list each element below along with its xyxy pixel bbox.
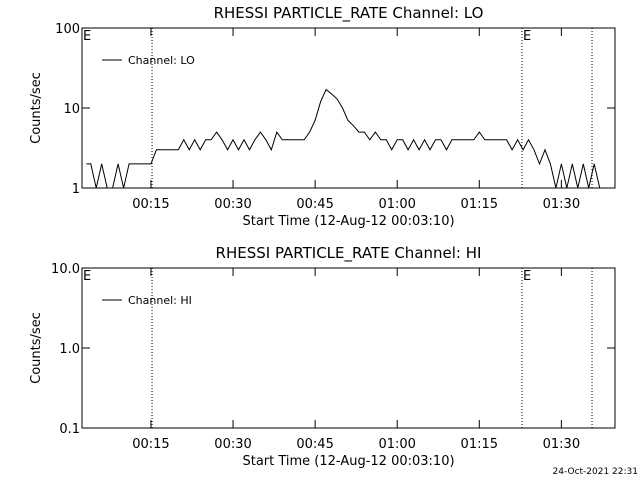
x-tick-label: 01:00 [378, 197, 415, 212]
y-tick-label: 1 [72, 182, 80, 197]
chart-title: RHESSI PARTICLE_RATE Channel: LO [214, 4, 484, 23]
x-tick-label: 00:15 [132, 437, 169, 452]
y-axis-label: Counts/sec [29, 312, 44, 384]
data-line [86, 88, 601, 188]
legend-label: Channel: HI [128, 294, 192, 307]
x-tick-label: 00:30 [214, 197, 251, 212]
x-axis-label: Start Time (12-Aug-12 00:03:10) [242, 454, 454, 469]
annotation: E [523, 269, 531, 284]
x-tick-label: 00:15 [132, 197, 169, 212]
y-tick-label: 0.1 [59, 422, 80, 437]
y-axis-label: Counts/sec [29, 72, 44, 144]
y-tick-label: 10 [63, 102, 80, 117]
x-tick-label: 01:30 [543, 437, 580, 452]
x-tick-label: 00:45 [296, 437, 333, 452]
footer: 24-Oct-2021 22:31 [553, 467, 638, 477]
x-axis-label: Start Time (12-Aug-12 00:03:10) [242, 214, 454, 229]
legend-label: Channel: LO [128, 54, 195, 67]
y-tick-label: 100 [55, 22, 80, 37]
chart-title: RHESSI PARTICLE_RATE Channel: HI [216, 244, 482, 263]
x-tick-label: 01:15 [461, 197, 498, 212]
x-tick-label: 01:30 [543, 197, 580, 212]
x-tick-label: 00:45 [296, 197, 333, 212]
x-tick-label: 01:15 [461, 437, 498, 452]
x-tick-label: 00:30 [214, 437, 251, 452]
x-tick-label: 01:00 [378, 437, 415, 452]
y-tick-label: 1.0 [59, 342, 80, 357]
annotation: E [83, 269, 91, 284]
annotation: E [523, 29, 531, 44]
annotation: E [83, 29, 91, 44]
y-tick-label: 10.0 [51, 262, 80, 277]
